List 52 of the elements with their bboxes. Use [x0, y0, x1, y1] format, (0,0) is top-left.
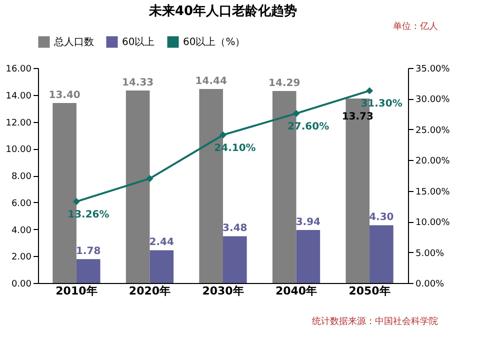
y-tick-label: 16.00 — [6, 64, 32, 74]
bar — [126, 90, 150, 283]
data-label: 3.94 — [296, 217, 321, 228]
bar — [223, 236, 247, 283]
data-label: 24.10% — [214, 142, 256, 154]
point — [146, 175, 154, 182]
y-tick-label: 2.00 — [11, 252, 32, 263]
data-label: 31.30% — [360, 98, 402, 110]
bar — [370, 225, 394, 283]
text: 单位：亿人 — [393, 21, 438, 32]
data-label: 14.44 — [195, 76, 227, 87]
text: 统计数据来源：中国社会科学院 — [312, 316, 438, 327]
y2-tick-label: 35.00% — [416, 64, 450, 74]
point — [72, 198, 80, 206]
y2-tick-label: 20.00% — [416, 156, 450, 167]
point — [292, 110, 300, 117]
chart-title: 未来40年人口老龄化趋势 — [148, 3, 298, 19]
point — [219, 131, 227, 138]
data-label: 13.40 — [48, 90, 80, 101]
legend-label: 60以上 — [122, 36, 155, 48]
bar — [76, 259, 100, 283]
x-tick-label: 2030年 — [202, 284, 244, 298]
data-label: 14.29 — [268, 78, 300, 89]
y-tick-label: 12.00 — [6, 118, 32, 128]
data-label: 2.44 — [149, 237, 174, 248]
y-tick-label: 4.00 — [11, 226, 32, 236]
data-label: 14.33 — [122, 77, 154, 88]
y-tick-label: 14.00 — [6, 91, 32, 102]
y2-tick-label: 30.00% — [416, 95, 450, 106]
y2-tick-label: 10.00% — [416, 218, 450, 228]
y-tick-label: 0.00 — [11, 280, 32, 290]
y2-tick-label: 15.00% — [416, 187, 450, 198]
y2-tick-label: 0.00% — [416, 280, 445, 290]
legend-label: 60以上（%） — [183, 36, 246, 48]
x-tick-label: 2040年 — [275, 284, 318, 298]
data-label: 13.26% — [68, 210, 110, 221]
data-label: 27.60% — [287, 121, 330, 132]
data-label: 1.78 — [76, 246, 101, 258]
x-tick-label: 2010年 — [56, 284, 98, 298]
point — [366, 87, 374, 94]
x-tick-label: 2050年 — [348, 284, 390, 298]
y-tick-label: 6.00 — [11, 198, 32, 209]
y-tick-label: 10.00 — [6, 145, 32, 156]
y2-tick-label: 5.00% — [416, 248, 445, 259]
data-label: 3.48 — [222, 223, 248, 234]
data-label: 4.30 — [369, 212, 394, 224]
bar — [296, 230, 320, 283]
x-tick-label: 2020年 — [128, 284, 171, 298]
legend-label: 总人口数 — [53, 36, 94, 48]
y-tick-label: 8.00 — [11, 172, 32, 182]
bar — [150, 250, 174, 283]
y2-tick-label: 25.00% — [416, 126, 450, 136]
